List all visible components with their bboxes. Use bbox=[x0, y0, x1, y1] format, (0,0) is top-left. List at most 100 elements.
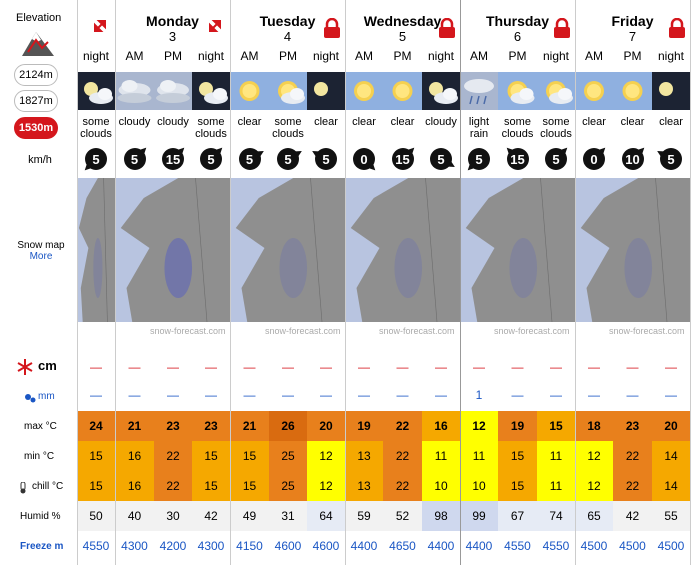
period-label: AM bbox=[355, 49, 373, 63]
rain-unit-label: mm bbox=[38, 391, 55, 402]
elevation-2124-button[interactable]: 2124m bbox=[14, 64, 58, 86]
chill-temp-value: 13 bbox=[345, 471, 383, 501]
wind-speed: 5 bbox=[238, 148, 261, 170]
snow-value: — bbox=[473, 360, 485, 374]
rain-value: — bbox=[282, 388, 294, 402]
moon-cloud-icon bbox=[422, 72, 460, 110]
chill-temp-value: 11 bbox=[537, 471, 575, 501]
moon-cloud-icon bbox=[192, 72, 230, 110]
wind-speed: 0 bbox=[583, 148, 605, 170]
rain-value: — bbox=[626, 388, 639, 402]
freeze-level-value: 4300 bbox=[121, 539, 148, 553]
min-temp-value: 11 bbox=[460, 441, 498, 471]
period-label: night bbox=[427, 49, 455, 63]
wind-speed: 15 bbox=[162, 148, 184, 170]
day-separator bbox=[115, 0, 116, 565]
snow-map-panel[interactable] bbox=[77, 178, 115, 322]
lock-icon[interactable] bbox=[553, 17, 571, 38]
snow-value: — bbox=[282, 360, 294, 374]
min-temp-value: 15 bbox=[498, 441, 537, 471]
wind-indicator: 15 bbox=[154, 146, 192, 172]
freeze-level-label: Freeze m bbox=[20, 540, 64, 552]
chill-temp-value: 14 bbox=[652, 471, 690, 501]
period-label: PM bbox=[508, 49, 527, 63]
min-temp-value: 13 bbox=[345, 441, 383, 471]
chill-temp-value: 22 bbox=[383, 471, 422, 501]
weather-summary: clear bbox=[237, 116, 262, 128]
snow-map-panel[interactable] bbox=[345, 178, 460, 322]
period-label: night bbox=[197, 49, 225, 63]
lock-icon[interactable] bbox=[323, 17, 341, 38]
moon-cloud-icon bbox=[77, 72, 115, 110]
freeze-level-value: 4550 bbox=[542, 539, 570, 553]
weather-summary: some clouds bbox=[195, 116, 227, 140]
freeze-level-value: 4300 bbox=[197, 539, 225, 553]
freeze-level-value: 4500 bbox=[657, 539, 685, 553]
snow-value: — bbox=[435, 360, 447, 374]
weather-summary: clear bbox=[352, 116, 376, 128]
period-label: AM bbox=[470, 49, 488, 63]
min-temp-value: 22 bbox=[613, 441, 652, 471]
expand-icon[interactable] bbox=[91, 17, 109, 35]
elevation-1827-button[interactable]: 1827m bbox=[14, 90, 58, 112]
max-temp-value: 18 bbox=[575, 411, 613, 441]
day-number: 7 bbox=[628, 29, 637, 44]
humidity-value: 49 bbox=[230, 501, 269, 531]
weather-summary: clear bbox=[620, 116, 645, 128]
min-temp-value: 22 bbox=[154, 441, 192, 471]
rain-value: — bbox=[665, 388, 677, 402]
humidity-value: 40 bbox=[115, 501, 154, 531]
humidity-value: 30 bbox=[154, 501, 192, 531]
wind-indicator: 5 bbox=[269, 146, 307, 172]
sun-icon bbox=[613, 72, 652, 110]
lock-icon[interactable] bbox=[438, 17, 456, 38]
humidity-value: 52 bbox=[383, 501, 422, 531]
expand-icon[interactable] bbox=[206, 17, 224, 35]
rain-value: — bbox=[167, 388, 179, 402]
raindrop-icon bbox=[24, 391, 36, 403]
max-temp-value: 21 bbox=[230, 411, 269, 441]
humidity-value: 65 bbox=[575, 501, 613, 531]
wind-speed: 5 bbox=[277, 148, 299, 170]
snow-map-more-link[interactable]: More bbox=[29, 251, 53, 262]
humidity-value: 42 bbox=[192, 501, 230, 531]
wind-indicator: 5 bbox=[537, 146, 575, 172]
freeze-level-value: 4600 bbox=[274, 539, 302, 553]
rain-value: 1 bbox=[475, 388, 483, 402]
elevation-1530-button[interactable]: 1530m bbox=[14, 117, 58, 139]
snow-value: — bbox=[511, 360, 524, 374]
snow-map-panel[interactable] bbox=[230, 178, 345, 322]
snow-unit-label: cm bbox=[38, 358, 57, 373]
wind-indicator: 5 bbox=[307, 146, 345, 172]
sun-icon bbox=[230, 72, 269, 110]
wind-speed: 5 bbox=[430, 148, 452, 170]
chill-temp-value: 15 bbox=[77, 471, 115, 501]
sun-icon bbox=[345, 72, 383, 110]
weather-summary: cloudy bbox=[425, 116, 457, 128]
chill-temp-value: 15 bbox=[498, 471, 537, 501]
snow-map-panel[interactable] bbox=[460, 178, 575, 322]
chill-temp-value: 22 bbox=[613, 471, 652, 501]
freeze-level-value: 4500 bbox=[580, 539, 608, 553]
snow-map-panel[interactable] bbox=[115, 178, 230, 322]
lock-icon[interactable] bbox=[668, 17, 686, 38]
max-temp-value: 21 bbox=[115, 411, 154, 441]
cloud-icon bbox=[115, 72, 154, 110]
humidity-value: 50 bbox=[77, 501, 115, 531]
min-temp-value: 12 bbox=[307, 441, 345, 471]
max-temp-label: max °C bbox=[24, 420, 57, 432]
snow-value: — bbox=[550, 360, 562, 374]
max-temp-value: 24 bbox=[77, 411, 115, 441]
humidity-value: 64 bbox=[307, 501, 345, 531]
chill-temp-value: 12 bbox=[575, 471, 613, 501]
day-separator bbox=[77, 0, 78, 565]
max-temp-value: 20 bbox=[652, 411, 690, 441]
snow-value: — bbox=[205, 360, 217, 374]
snow-value: — bbox=[358, 360, 370, 374]
snow-map-panel[interactable] bbox=[575, 178, 690, 322]
wind-speed: 15 bbox=[506, 148, 529, 170]
max-temp-value: 23 bbox=[192, 411, 230, 441]
period-label: PM bbox=[623, 49, 642, 63]
rain-icon bbox=[460, 72, 498, 110]
snow-map-label: Snow map bbox=[17, 240, 65, 251]
